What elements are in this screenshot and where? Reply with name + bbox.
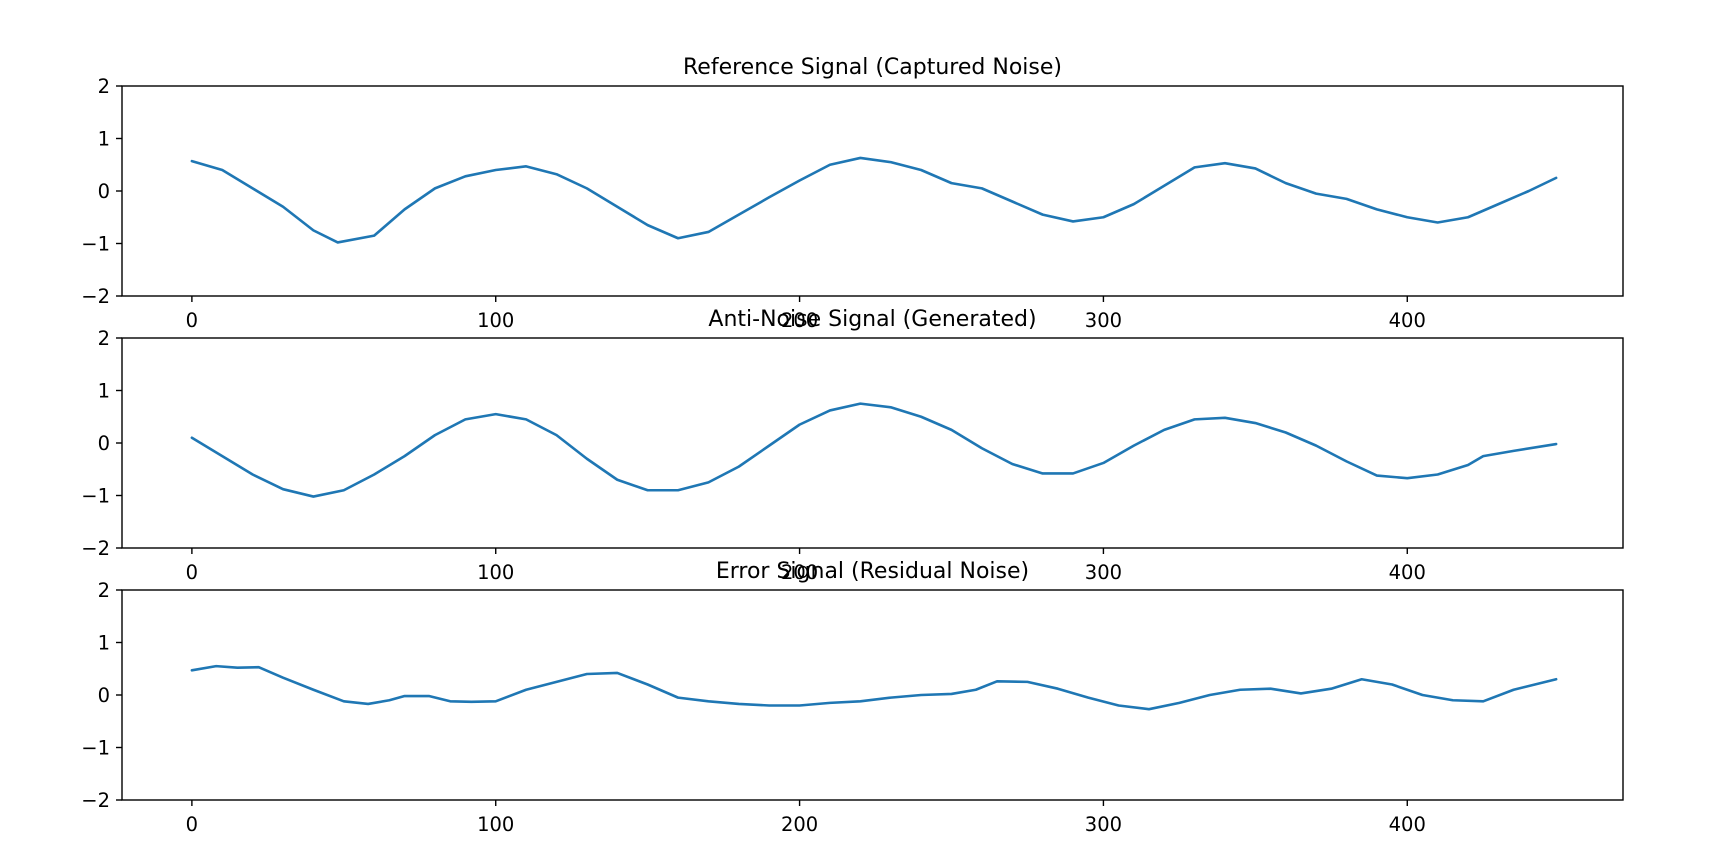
x-tick-label: 200	[781, 309, 818, 332]
y-tick-label: −2	[81, 789, 110, 812]
subplot-title: Error Signal (Residual Noise)	[716, 559, 1029, 584]
y-tick-label: −1	[81, 233, 110, 256]
plot-frame	[121, 85, 1624, 297]
x-tick-label: 400	[1389, 561, 1426, 584]
x-tick-label: 0	[186, 813, 198, 836]
y-tick-label: 1	[98, 128, 110, 151]
x-tick-label: 300	[1085, 561, 1122, 584]
subplot-3: 0 100 200 300 400 −2 −1 0 1 2 Error Signal (Residu…	[81, 559, 1624, 836]
y-tick-label: −1	[81, 737, 110, 760]
plot-frame	[121, 337, 1624, 549]
y-tick-label: 2	[98, 75, 110, 98]
x-tick-label: 300	[1085, 309, 1122, 332]
y-tick-label: −1	[81, 485, 110, 508]
y-tick-label: −2	[81, 285, 110, 308]
x-tick-label: 100	[477, 561, 514, 584]
y-tick-label: 2	[98, 579, 110, 602]
y-tick-label: 1	[98, 380, 110, 403]
subplot-1: 0 100 200 300 400 −2 −1 0 1 2 Reference Signal (Ca…	[81, 55, 1624, 332]
y-tick-label: 0	[98, 684, 110, 707]
y-tick-label: 0	[98, 180, 110, 203]
subplot-title: Reference Signal (Captured Noise)	[683, 55, 1062, 80]
x-tick-label: 300	[1085, 813, 1122, 836]
series-line-3-1	[190, 664, 1558, 711]
x-tick-label: 0	[186, 561, 198, 584]
y-tick-label: 0	[98, 432, 110, 455]
subplot-title: Anti-Noise Signal (Generated)	[708, 307, 1036, 332]
x-tick-label: 200	[781, 813, 818, 836]
x-tick-label: 400	[1389, 813, 1426, 836]
x-tick-label: 400	[1389, 309, 1426, 332]
series-line-1-1	[190, 156, 1558, 244]
x-tick-label: 100	[477, 813, 514, 836]
plot-frame	[121, 589, 1624, 801]
y-tick-label: 1	[98, 632, 110, 655]
y-tick-label: −2	[81, 537, 110, 560]
x-tick-label: 0	[186, 309, 198, 332]
series-line-2-1	[190, 402, 1558, 498]
subplot-2: 0 100 200 300 400 −2 −1 0 1 2 Anti-Noise Signal (G…	[81, 307, 1624, 584]
y-tick-label: 2	[98, 327, 110, 350]
x-tick-label: 200	[781, 561, 818, 584]
x-tick-label: 100	[477, 309, 514, 332]
